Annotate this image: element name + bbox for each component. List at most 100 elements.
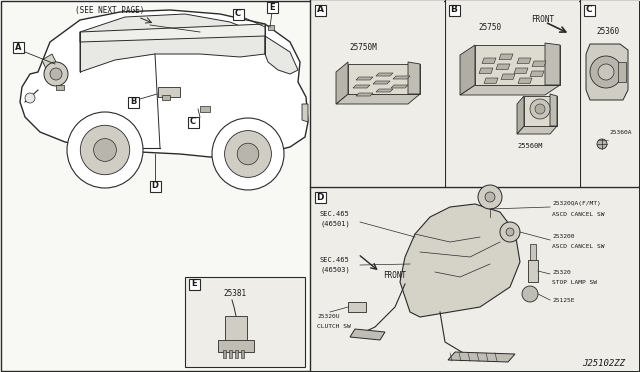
- Bar: [235, 350, 238, 358]
- Polygon shape: [350, 329, 385, 340]
- Text: 25360: 25360: [596, 28, 620, 36]
- Polygon shape: [499, 54, 513, 60]
- Circle shape: [237, 143, 259, 165]
- Text: 25750: 25750: [479, 23, 502, 32]
- Text: CLUTCH SW: CLUTCH SW: [317, 324, 351, 330]
- Text: B: B: [451, 6, 458, 15]
- Circle shape: [506, 228, 514, 236]
- Bar: [218, 340, 254, 352]
- Text: 253200: 253200: [552, 234, 575, 240]
- Circle shape: [80, 125, 130, 175]
- Circle shape: [597, 139, 607, 149]
- FancyBboxPatch shape: [314, 4, 326, 16]
- Text: ASCD CANCEL SW: ASCD CANCEL SW: [552, 212, 605, 217]
- Text: STOP LAMP SW: STOP LAMP SW: [552, 279, 597, 285]
- Bar: [229, 350, 232, 358]
- Bar: [446, 1, 579, 186]
- Text: 25381: 25381: [223, 289, 246, 298]
- Text: 25320: 25320: [552, 269, 571, 275]
- Polygon shape: [356, 77, 373, 80]
- FancyBboxPatch shape: [13, 42, 24, 52]
- Polygon shape: [550, 94, 557, 126]
- Text: SEC.465: SEC.465: [320, 211, 349, 217]
- Text: B: B: [130, 97, 136, 106]
- FancyBboxPatch shape: [189, 279, 200, 289]
- Polygon shape: [400, 204, 520, 317]
- Text: 25320QA(F/MT): 25320QA(F/MT): [552, 202, 601, 206]
- Circle shape: [93, 139, 116, 161]
- Bar: [241, 350, 244, 358]
- Text: ASCD CANCEL SW: ASCD CANCEL SW: [552, 244, 605, 250]
- Polygon shape: [530, 71, 544, 77]
- Bar: [200, 106, 210, 112]
- Polygon shape: [373, 81, 390, 84]
- Polygon shape: [482, 58, 496, 64]
- Polygon shape: [42, 54, 56, 69]
- Polygon shape: [496, 64, 510, 70]
- Circle shape: [500, 222, 520, 242]
- Polygon shape: [501, 74, 515, 80]
- Polygon shape: [460, 85, 560, 95]
- Text: FRONT: FRONT: [383, 270, 406, 279]
- Text: C: C: [235, 10, 241, 19]
- Bar: [618, 62, 626, 82]
- Bar: [311, 1, 444, 186]
- FancyBboxPatch shape: [266, 1, 278, 13]
- Bar: [530, 244, 536, 260]
- Circle shape: [44, 62, 68, 86]
- Text: D: D: [152, 182, 159, 190]
- Polygon shape: [517, 96, 524, 134]
- Polygon shape: [302, 104, 308, 122]
- Text: J25102ZZ: J25102ZZ: [582, 359, 625, 369]
- Text: A: A: [15, 42, 21, 51]
- Polygon shape: [586, 44, 628, 100]
- Bar: [185, 277, 305, 367]
- Text: A: A: [317, 6, 323, 15]
- Polygon shape: [356, 93, 373, 96]
- FancyBboxPatch shape: [314, 192, 326, 202]
- Text: 25125E: 25125E: [552, 298, 575, 302]
- Circle shape: [225, 131, 271, 177]
- FancyBboxPatch shape: [584, 4, 595, 16]
- Circle shape: [25, 93, 35, 103]
- Text: 25360A: 25360A: [609, 129, 632, 135]
- Circle shape: [522, 286, 538, 302]
- Text: SEC.465: SEC.465: [320, 257, 349, 263]
- Polygon shape: [265, 36, 298, 74]
- Circle shape: [50, 68, 62, 80]
- Polygon shape: [460, 45, 475, 95]
- Polygon shape: [376, 89, 393, 92]
- Polygon shape: [484, 78, 498, 83]
- Circle shape: [598, 64, 614, 80]
- Polygon shape: [448, 352, 515, 362]
- Polygon shape: [524, 96, 557, 126]
- Polygon shape: [80, 14, 265, 72]
- FancyBboxPatch shape: [150, 180, 161, 192]
- Circle shape: [478, 185, 502, 209]
- Text: E: E: [191, 279, 197, 289]
- Polygon shape: [391, 85, 408, 88]
- Polygon shape: [393, 76, 410, 79]
- Polygon shape: [376, 73, 393, 76]
- Polygon shape: [518, 78, 532, 83]
- Text: 25560M: 25560M: [517, 143, 543, 149]
- Circle shape: [590, 56, 622, 88]
- Text: 25750M: 25750M: [349, 42, 377, 51]
- Circle shape: [535, 104, 545, 114]
- Polygon shape: [353, 85, 370, 88]
- FancyBboxPatch shape: [232, 9, 243, 19]
- Polygon shape: [336, 62, 348, 104]
- Polygon shape: [408, 62, 420, 94]
- Circle shape: [67, 112, 143, 188]
- Polygon shape: [545, 43, 560, 85]
- Circle shape: [530, 99, 550, 119]
- Text: C: C: [190, 118, 196, 126]
- Bar: [311, 188, 639, 371]
- Text: 25320U: 25320U: [317, 314, 339, 320]
- Text: E: E: [269, 3, 275, 12]
- Polygon shape: [475, 45, 560, 85]
- Bar: [158, 87, 180, 97]
- Polygon shape: [517, 58, 531, 64]
- Polygon shape: [479, 68, 493, 74]
- Polygon shape: [514, 68, 528, 74]
